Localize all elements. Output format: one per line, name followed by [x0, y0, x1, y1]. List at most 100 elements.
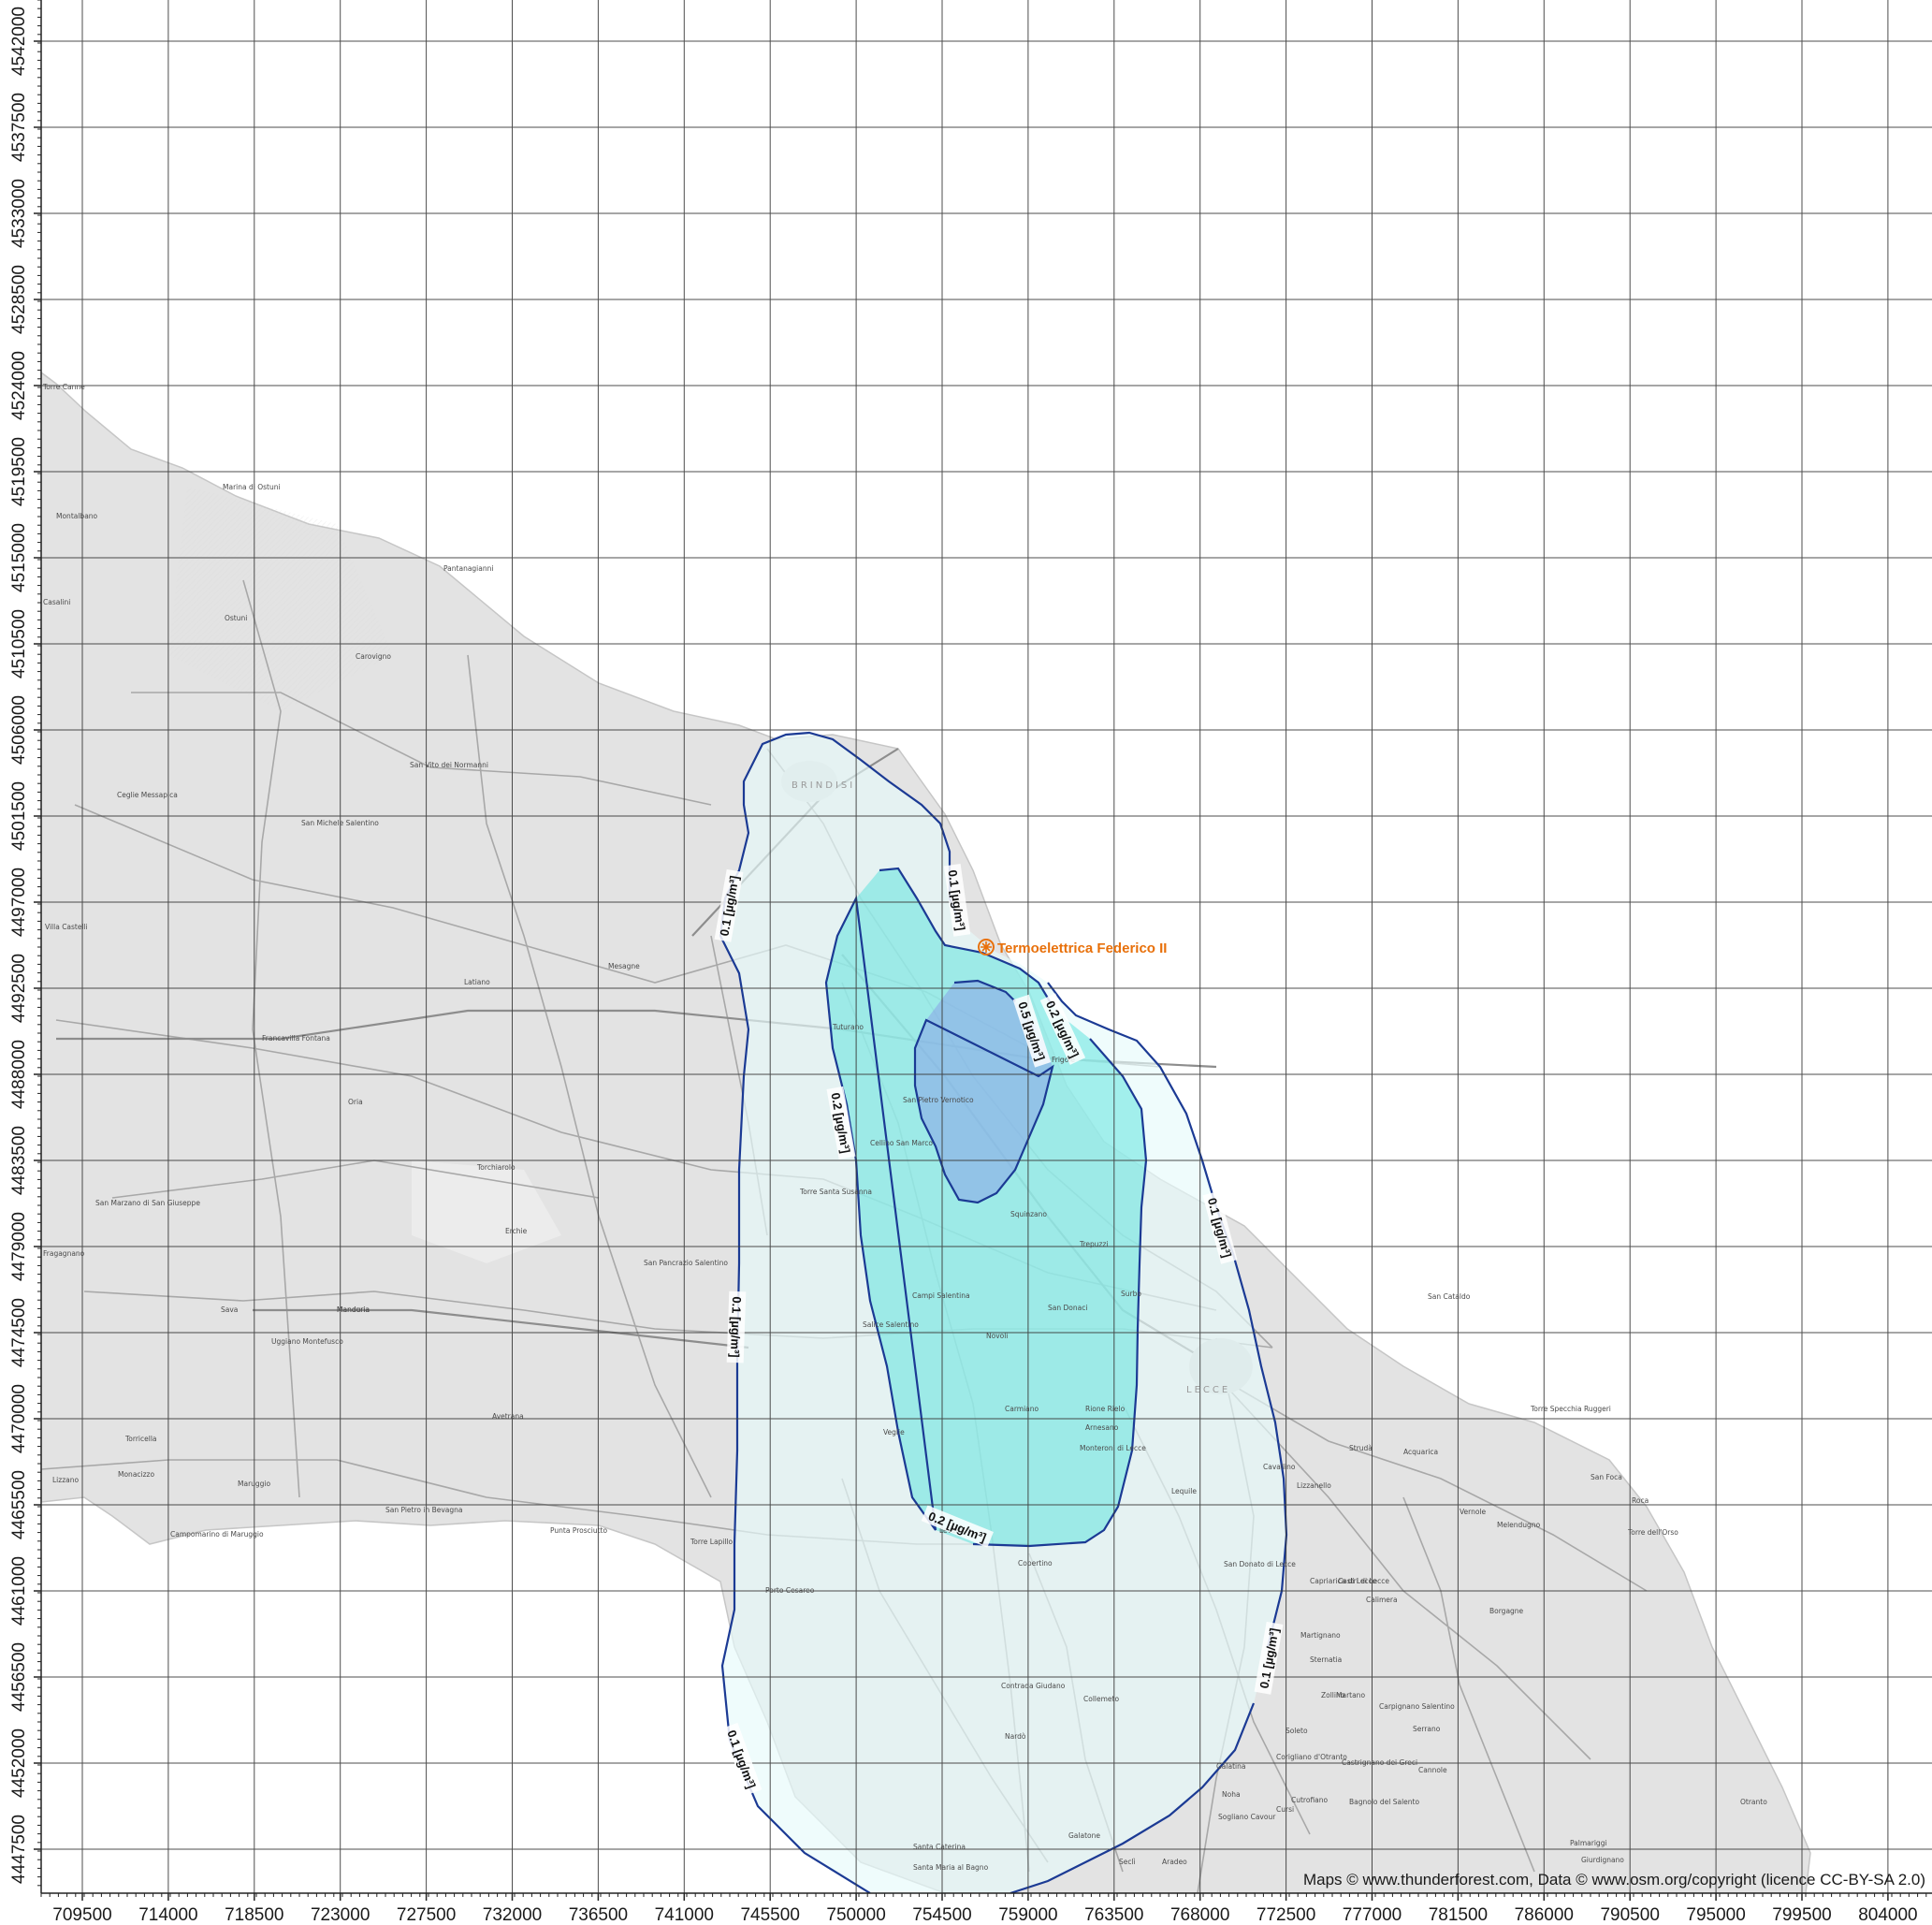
- x-tick-label: 723000: [311, 1905, 370, 1925]
- town-label: Monacizzo: [118, 1470, 154, 1479]
- x-tick-label: 718500: [225, 1905, 283, 1925]
- town-label: Monteroni di Lecce: [1080, 1444, 1146, 1452]
- y-tick-label: 4510500: [9, 609, 29, 678]
- town-label: Casalini: [43, 598, 70, 606]
- town-label: San Pietro in Bevagna: [385, 1506, 463, 1514]
- y-tick-label: 4524000: [9, 351, 29, 420]
- town-label: Montalbano: [56, 512, 98, 520]
- town-label: Porto Cesareo: [765, 1586, 815, 1595]
- y-tick-label: 4452000: [9, 1728, 29, 1798]
- x-tick-label: 804000: [1858, 1905, 1917, 1925]
- town-label: Borgagne: [1489, 1607, 1524, 1615]
- town-label: Ceglie Messapica: [117, 791, 178, 799]
- town-label: Avetrana: [492, 1412, 524, 1421]
- town-label: Aradeo: [1162, 1858, 1187, 1866]
- x-tick-label: 754500: [912, 1905, 971, 1925]
- y-tick-label: 4492500: [9, 954, 29, 1023]
- contour-0-5: [915, 981, 1053, 1203]
- town-label: Campomarino di Maruggio: [170, 1530, 264, 1539]
- town-label: Sternatia: [1310, 1655, 1342, 1664]
- town-label: Frigole: [1052, 1056, 1075, 1064]
- town-label: Manduria: [337, 1305, 370, 1314]
- town-labels: Torre Canne Marina di Ostuni Montalbano Pan…: [42, 383, 1767, 1872]
- x-tick-label: 759000: [998, 1905, 1057, 1925]
- y-tick-label: 4474500: [9, 1298, 29, 1367]
- town-label: Cannole: [1418, 1766, 1447, 1774]
- town-label: Santa Maria al Bagno: [913, 1863, 989, 1872]
- town-label: Villa Castelli: [45, 923, 88, 931]
- town-label: Torchiarolo: [476, 1163, 516, 1172]
- y-tick-label: 4483500: [9, 1126, 29, 1195]
- town-label: Surbo: [1121, 1290, 1141, 1298]
- town-label: Cutrofiano: [1291, 1796, 1329, 1804]
- town-label: Squinzano: [1010, 1210, 1047, 1218]
- town-label: Torre dell'Orso: [1627, 1528, 1678, 1537]
- town-label: Otranto: [1740, 1798, 1767, 1806]
- town-label: Erchie: [505, 1227, 528, 1235]
- town-label: Serrano: [1413, 1725, 1441, 1733]
- town-label: Uggiano Montefusco: [271, 1337, 343, 1346]
- town-label: Salice Salentino: [863, 1320, 919, 1329]
- town-label: San Vito dei Normanni: [410, 761, 488, 769]
- town-label: Galatone: [1068, 1831, 1100, 1840]
- x-tick-label: 768000: [1170, 1905, 1229, 1925]
- terrain-hills: [168, 487, 393, 711]
- coordinate-grid: [41, 0, 1932, 1893]
- x-tick-label: 763500: [1084, 1905, 1143, 1925]
- x-tick-label: 795000: [1686, 1905, 1745, 1925]
- y-tick-label: 4506000: [9, 695, 29, 765]
- town-label: Cursi: [1276, 1805, 1294, 1814]
- town-label: Carovigno: [356, 652, 391, 661]
- town-label: Giurdignano: [1581, 1856, 1624, 1864]
- town-label: Corigliano d'Otranto: [1276, 1753, 1347, 1761]
- y-tick-label: 4497000: [9, 868, 29, 937]
- town-label: Tuturano: [832, 1023, 864, 1031]
- town-label: Martano: [1336, 1691, 1365, 1699]
- y-tick-label: 4542000: [9, 7, 29, 76]
- town-label: Lizzano: [52, 1476, 79, 1484]
- town-label: Campi Salentina: [912, 1291, 970, 1300]
- town-label: Calimera: [1366, 1596, 1398, 1604]
- town-label: Trepuzzi: [1079, 1240, 1108, 1248]
- town-label: Contrada Giudano: [1001, 1682, 1066, 1690]
- town-label: Sogliano Cavour: [1218, 1813, 1276, 1821]
- town-label: Strudà: [1349, 1444, 1373, 1452]
- town-label: Acquarica: [1403, 1448, 1438, 1456]
- town-label: Palmariggi: [1570, 1839, 1607, 1847]
- town-label: San Foca: [1591, 1473, 1622, 1481]
- town-label: Noha: [1222, 1790, 1241, 1799]
- y-axis: 4542000 4537500 4533000 4528500 4524000 45195…: [9, 7, 41, 1884]
- town-label: San Michele Salentino: [301, 819, 379, 827]
- town-label: Cellino San Marco: [870, 1139, 933, 1147]
- town-label: Torre Santa Susanna: [799, 1188, 872, 1196]
- town-label: San Cataldo: [1428, 1292, 1471, 1301]
- minor-ticks: [37, 0, 1927, 1897]
- town-label: Oria: [348, 1098, 363, 1106]
- y-tick-label: 4470000: [9, 1384, 29, 1453]
- y-tick-label: 4447500: [9, 1815, 29, 1884]
- town-label: Torre Lapillo: [690, 1538, 734, 1546]
- town-label: Sava: [221, 1305, 238, 1314]
- town-label: Pantanagianni: [443, 564, 493, 573]
- town-label: Rione Rielo: [1085, 1405, 1126, 1413]
- light-field: [412, 1160, 561, 1263]
- y-tick-label: 4465500: [9, 1470, 29, 1539]
- x-tick-label: 736500: [569, 1905, 628, 1925]
- y-tick-label: 4456500: [9, 1642, 29, 1712]
- town-label: Copertino: [1018, 1559, 1053, 1568]
- town-label: Lizzanello: [1297, 1481, 1331, 1490]
- town-label: Castri di Lecce: [1338, 1577, 1389, 1585]
- power-plant-marker[interactable]: Termoelettrica Federico II: [978, 939, 1167, 956]
- town-label: Francavilla Fontana: [262, 1034, 330, 1043]
- town-label: Capriarica di Lecce: [1310, 1577, 1377, 1585]
- town-label: Roca: [1632, 1496, 1649, 1505]
- y-tick-label: 4479000: [9, 1212, 29, 1281]
- town-label: Melendugno: [1497, 1521, 1541, 1529]
- x-tick-label: 772500: [1257, 1905, 1315, 1925]
- x-tick-label: 741000: [655, 1905, 714, 1925]
- y-tick-label: 4501500: [9, 781, 29, 851]
- town-label: Torre Canne: [42, 383, 85, 391]
- town-label: Cavallino: [1263, 1463, 1296, 1471]
- town-label: Ostuni: [225, 614, 247, 622]
